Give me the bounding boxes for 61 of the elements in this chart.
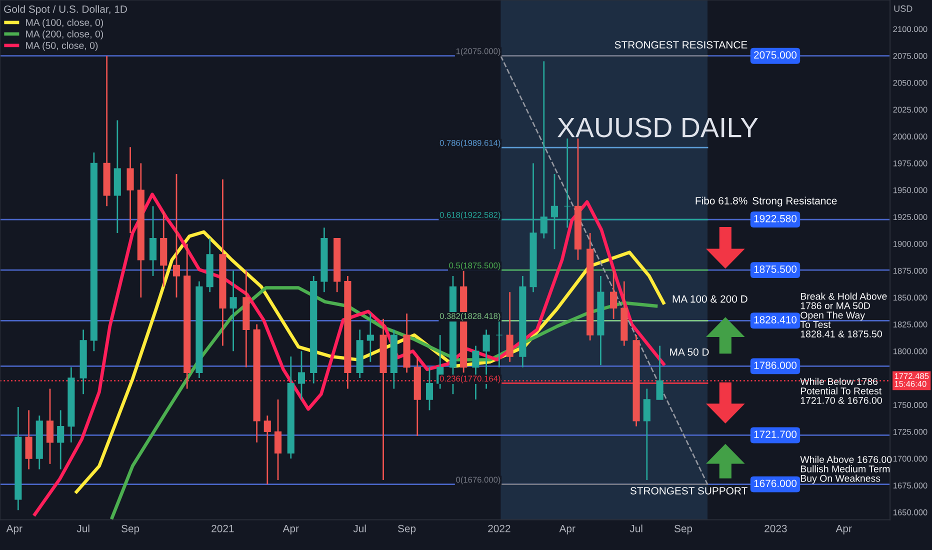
x-tick-label: Apr bbox=[836, 524, 852, 534]
ref-line-label: 0.382(1828.418) bbox=[440, 312, 500, 321]
y-tick-label: 1750.000 bbox=[893, 402, 928, 408]
x-tick-label: Apr bbox=[559, 524, 576, 534]
y-tick-label: 1925.000 bbox=[893, 214, 928, 220]
ref-line-label: 1875.500 bbox=[754, 265, 797, 273]
y-tick-label: 1675.000 bbox=[893, 482, 928, 488]
ref-line-label: 1676.000 bbox=[754, 480, 797, 488]
annotation: While Above 1676.00 Bullish Medium Term Buy On Weakness bbox=[800, 456, 892, 484]
ref-line-label: 0.618(1922.582) bbox=[440, 212, 500, 220]
x-tick-label: Sep bbox=[121, 524, 140, 534]
x-tick-label: Jul bbox=[353, 524, 366, 532]
x-tick-label: Sep bbox=[398, 524, 416, 534]
annotation: STRONGEST SUPPORT bbox=[630, 487, 748, 494]
x-tick-label: 2021 bbox=[212, 524, 234, 532]
y-tick-label: 1725.000 bbox=[893, 428, 928, 435]
legend-label: MA (50, close, 0) bbox=[26, 42, 98, 51]
x-tick-label: Sep bbox=[674, 524, 692, 534]
annotation: MA 50 D bbox=[670, 348, 709, 356]
x-tick-label: Jul bbox=[76, 524, 90, 532]
ref-line-label: 0.786(1989.614) bbox=[440, 140, 500, 148]
ref-line-label: 1721.700 bbox=[754, 430, 797, 438]
annotation: STRONGEST RESISTANCE bbox=[614, 41, 748, 49]
y-tick-label: 1875.000 bbox=[893, 268, 928, 274]
y-tick-label: 1650.000 bbox=[893, 509, 928, 516]
y-tick-label: 2000.000 bbox=[893, 134, 928, 140]
x-tick-label: Apr bbox=[6, 524, 22, 534]
y-tick-label: 1975.000 bbox=[893, 160, 928, 166]
annotation: XAUUSD DAILY bbox=[558, 118, 758, 138]
ref-line-label: 0.236(1770.164) bbox=[440, 375, 500, 384]
legend-label: MA (200, close, 0) bbox=[26, 30, 104, 40]
ref-line-label: 0.5(1875.500) bbox=[449, 262, 500, 270]
ref-line-label: 0(1676.000) bbox=[456, 476, 500, 484]
annotation: Strong Resistance bbox=[752, 196, 837, 207]
ref-line-label: 1(2075.000) bbox=[456, 48, 500, 56]
ref-line-label: 1828.410 bbox=[754, 316, 797, 324]
y-tick-label: 1950.000 bbox=[893, 187, 928, 194]
y-tick-label: 1900.000 bbox=[893, 240, 928, 247]
ref-line-label: 1786.000 bbox=[754, 362, 797, 369]
chart-title: Gold Spot / U.S. Dollar, 1D bbox=[4, 5, 127, 15]
y-tick-label: 2075.000 bbox=[893, 53, 928, 59]
x-tick-label: 2023 bbox=[764, 524, 787, 532]
y-tick-label: 1825.000 bbox=[893, 322, 928, 328]
x-tick-label: Jul bbox=[630, 524, 642, 532]
ref-line-label: 2075.000 bbox=[754, 51, 797, 59]
annotation: Break & Hold Above 1786 or MA 50D Open The Way To Test 1828.41 & 1875.50 bbox=[800, 292, 887, 338]
y-tick-label: 1700.000 bbox=[893, 456, 928, 462]
y-tick-label: 1850.000 bbox=[893, 294, 928, 301]
ref-line-label: 1772.485 15:46:40 bbox=[894, 373, 929, 387]
x-tick-label: 2022 bbox=[488, 524, 510, 532]
y-tick-label: 2025.000 bbox=[893, 106, 928, 113]
legend-label: MA (100, close, 0) bbox=[26, 18, 104, 28]
y-axis-title: USD bbox=[894, 5, 912, 12]
ref-line-label: 1922.580 bbox=[754, 214, 797, 222]
y-tick-label: 2050.000 bbox=[893, 80, 928, 86]
annotation: MA 100 & 200 D bbox=[672, 295, 748, 303]
y-tick-label: 1800.000 bbox=[893, 348, 928, 354]
annotation: While Below 1786 Potential To Retest 1721.70 & 1676.00 bbox=[800, 378, 882, 404]
annotation: Fibo 61.8% bbox=[696, 196, 748, 204]
y-tick-label: 2100.000 bbox=[893, 26, 928, 32]
x-tick-label: Apr bbox=[282, 524, 299, 534]
